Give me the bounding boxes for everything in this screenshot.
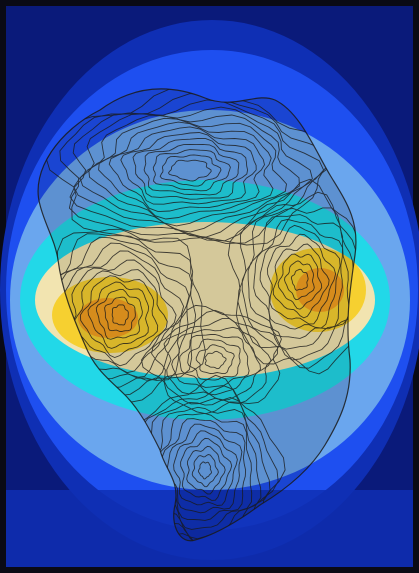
contour-line-7 xyxy=(98,121,274,220)
contour-line-10 xyxy=(73,106,313,238)
contour-line-49 xyxy=(204,350,227,370)
contour-line-32 xyxy=(253,218,343,339)
contour-line-27 xyxy=(284,260,315,301)
contour-line-33 xyxy=(247,214,350,350)
contour-line-0 xyxy=(167,159,212,182)
contour-line-53 xyxy=(171,326,261,396)
contour-line-40 xyxy=(180,437,233,501)
contour-line-9 xyxy=(79,114,300,233)
contour-line-15 xyxy=(104,296,136,332)
contour-line-5 xyxy=(120,132,257,205)
contour-line-36 xyxy=(227,178,356,375)
contour-line-6 xyxy=(108,126,265,213)
contour-line-50 xyxy=(195,344,235,375)
contour-line-12 xyxy=(59,93,334,244)
hotspot-left-orange xyxy=(78,298,138,338)
contour-line-37 xyxy=(197,461,212,480)
contour-line-55 xyxy=(151,309,278,405)
contour-line-3 xyxy=(143,143,240,196)
contour-line-30 xyxy=(267,233,337,325)
contour-line-56 xyxy=(141,304,282,415)
contour-line-41 xyxy=(173,430,238,506)
contour-line-14 xyxy=(111,304,129,326)
contour-outline xyxy=(37,88,357,542)
contour-line-4 xyxy=(132,138,249,200)
contour-line-8 xyxy=(88,117,287,227)
contour-line-52 xyxy=(179,333,250,388)
contour-line-19 xyxy=(73,269,168,367)
contour-line-16 xyxy=(95,288,143,340)
contour-line-17 xyxy=(87,281,150,349)
contour-line-39 xyxy=(186,445,226,495)
contour-line-26 xyxy=(290,268,309,291)
contour-line-35 xyxy=(237,191,356,369)
contour-line-29 xyxy=(272,243,330,319)
contour-line-51 xyxy=(187,338,241,381)
contour-line-54 xyxy=(163,318,272,401)
contour-line-25 xyxy=(38,228,206,408)
contour-line-13 xyxy=(46,88,340,246)
contour-line-20 xyxy=(68,259,177,374)
contour-line-2 xyxy=(152,149,231,192)
contour-line-28 xyxy=(277,253,323,310)
contour-line-1 xyxy=(159,154,222,187)
contour-line-38 xyxy=(191,454,219,488)
contour-line-18 xyxy=(79,275,159,358)
contour-line-11 xyxy=(69,99,325,242)
